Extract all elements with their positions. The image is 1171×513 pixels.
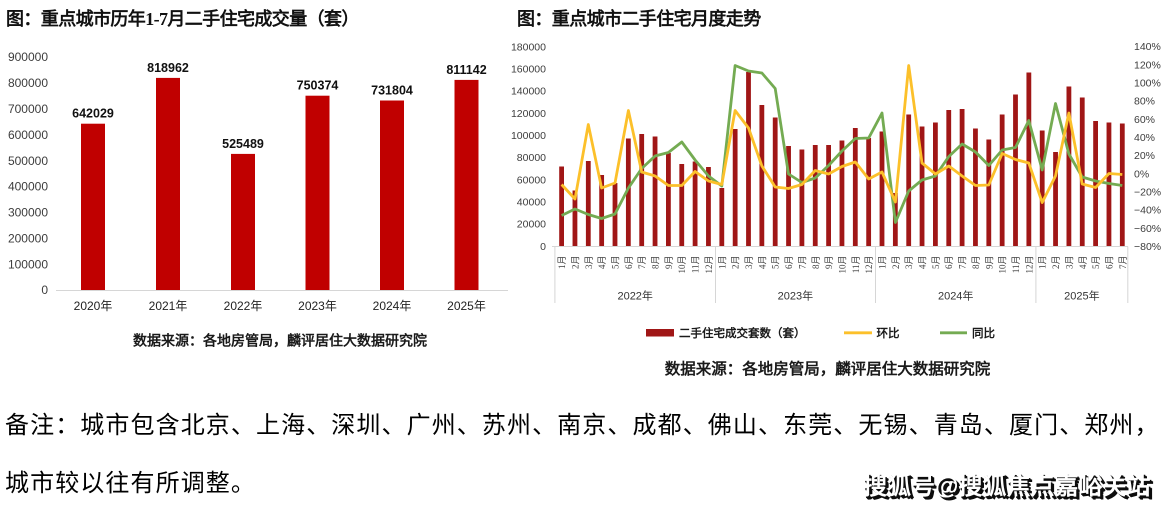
svg-text:数据来源：各地房管局，麟评居住大数据研究院: 数据来源：各地房管局，麟评居住大数据研究院: [665, 359, 991, 378]
svg-text:120000: 120000: [511, 108, 546, 120]
svg-text:2月: 2月: [731, 256, 741, 270]
svg-text:2021年: 2021年: [149, 299, 188, 313]
svg-text:9月: 9月: [984, 256, 994, 270]
svg-text:6月: 6月: [1105, 256, 1115, 270]
svg-text:3月: 3月: [904, 256, 914, 270]
svg-text:300000: 300000: [8, 206, 48, 220]
svg-text:60000: 60000: [517, 174, 546, 186]
svg-text:750374: 750374: [297, 79, 339, 93]
svg-text:800000: 800000: [8, 76, 48, 90]
svg-text:同比: 同比: [972, 326, 995, 340]
svg-text:40%: 40%: [1134, 132, 1155, 144]
svg-text:2024年: 2024年: [938, 289, 973, 303]
svg-text:1月: 1月: [717, 256, 727, 270]
svg-text:6月: 6月: [944, 256, 954, 270]
svg-text:4月: 4月: [597, 256, 607, 270]
svg-text:140000: 140000: [511, 86, 546, 98]
svg-text:6月: 6月: [624, 256, 634, 270]
svg-text:4月: 4月: [1078, 256, 1088, 270]
svg-text:0: 0: [41, 283, 48, 297]
svg-text:60%: 60%: [1134, 114, 1155, 126]
svg-text:二手住宅成交套数（套）: 二手住宅成交套数（套）: [679, 326, 806, 340]
svg-text:数据来源：各地房管局，麟评居住大数据研究院: 数据来源：各地房管局，麟评居住大数据研究院: [133, 333, 427, 350]
svg-text:4月: 4月: [918, 256, 928, 270]
svg-text:7月: 7月: [958, 256, 968, 270]
svg-text:2020年: 2020年: [74, 299, 113, 313]
svg-text:400000: 400000: [8, 180, 48, 194]
svg-text:500000: 500000: [8, 154, 48, 168]
svg-text:2023年: 2023年: [778, 289, 813, 303]
svg-text:环比: 环比: [877, 326, 900, 340]
svg-text:20000: 20000: [517, 219, 546, 231]
svg-text:2月: 2月: [571, 256, 581, 270]
svg-text:−40%: −40%: [1134, 205, 1161, 217]
svg-text:1月: 1月: [878, 256, 888, 270]
svg-text:11月: 11月: [851, 256, 861, 274]
svg-text:2022年: 2022年: [224, 299, 263, 313]
svg-text:8月: 8月: [811, 256, 821, 270]
svg-text:10月: 10月: [677, 256, 687, 274]
svg-text:7月: 7月: [637, 256, 647, 270]
svg-text:8月: 8月: [971, 256, 981, 270]
svg-text:2022年: 2022年: [617, 289, 652, 303]
svg-text:12月: 12月: [864, 256, 874, 274]
svg-text:2024年: 2024年: [373, 299, 412, 313]
svg-text:3月: 3月: [1064, 256, 1074, 270]
svg-text:3月: 3月: [584, 256, 594, 270]
svg-text:7月: 7月: [797, 256, 807, 270]
svg-text:900000: 900000: [8, 50, 48, 64]
svg-text:100000: 100000: [511, 130, 546, 142]
svg-text:5月: 5月: [611, 256, 621, 270]
svg-text:3月: 3月: [744, 256, 754, 270]
svg-text:11月: 11月: [1011, 256, 1021, 274]
svg-text:642029: 642029: [72, 107, 114, 121]
svg-text:10月: 10月: [998, 256, 1008, 274]
svg-text:9月: 9月: [664, 256, 674, 270]
svg-text:4月: 4月: [757, 256, 767, 270]
svg-text:−60%: −60%: [1134, 223, 1161, 235]
svg-text:−80%: −80%: [1134, 241, 1161, 253]
svg-text:2月: 2月: [891, 256, 901, 270]
svg-text:5月: 5月: [1091, 256, 1101, 270]
svg-text:图：重点城市二手住宅月度走势: 图：重点城市二手住宅月度走势: [517, 8, 761, 29]
svg-text:5月: 5月: [771, 256, 781, 270]
svg-text:40000: 40000: [517, 197, 546, 209]
svg-text:5月: 5月: [931, 256, 941, 270]
svg-text:1月: 1月: [1038, 256, 1048, 270]
svg-text:7月: 7月: [1118, 256, 1128, 270]
svg-text:0: 0: [540, 241, 546, 253]
svg-text:−20%: −20%: [1134, 187, 1161, 199]
svg-text:图：重点城市历年1-7月二手住宅成交量（套）: 图：重点城市历年1-7月二手住宅成交量（套）: [6, 8, 359, 29]
svg-text:600000: 600000: [8, 128, 48, 142]
svg-text:2月: 2月: [1051, 256, 1061, 270]
svg-text:731804: 731804: [371, 84, 413, 98]
svg-text:100000: 100000: [8, 257, 48, 271]
svg-text:0%: 0%: [1134, 168, 1149, 180]
svg-text:12月: 12月: [1024, 256, 1034, 274]
svg-text:811142: 811142: [446, 63, 486, 77]
svg-text:120%: 120%: [1134, 59, 1161, 71]
svg-text:10月: 10月: [838, 256, 848, 274]
svg-text:1月: 1月: [557, 256, 567, 270]
svg-text:2025年: 2025年: [447, 299, 486, 313]
svg-text:8月: 8月: [651, 256, 661, 270]
svg-text:525489: 525489: [222, 137, 264, 151]
svg-text:6月: 6月: [784, 256, 794, 270]
svg-text:9月: 9月: [824, 256, 834, 270]
svg-text:160000: 160000: [511, 64, 546, 76]
svg-text:20%: 20%: [1134, 150, 1155, 162]
svg-text:140%: 140%: [1134, 41, 1161, 53]
svg-text:2023年: 2023年: [298, 299, 337, 313]
svg-text:180000: 180000: [511, 41, 546, 53]
svg-text:2025年: 2025年: [1064, 289, 1099, 303]
svg-text:100%: 100%: [1134, 77, 1161, 89]
svg-text:12月: 12月: [704, 256, 714, 274]
svg-text:80%: 80%: [1134, 96, 1155, 108]
svg-text:200000: 200000: [8, 231, 48, 245]
svg-text:11月: 11月: [691, 256, 701, 274]
svg-text:700000: 700000: [8, 102, 48, 116]
svg-text:80000: 80000: [517, 152, 546, 164]
svg-text:818962: 818962: [147, 61, 189, 75]
